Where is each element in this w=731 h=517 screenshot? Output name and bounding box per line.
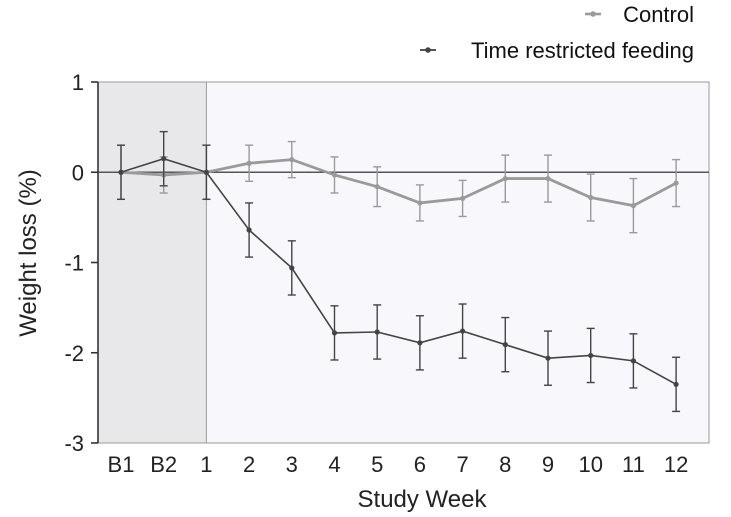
data-point (203, 169, 209, 175)
data-point (417, 340, 423, 346)
data-point (374, 329, 380, 335)
y-tick-label: -3 (64, 431, 84, 456)
legend-entry-label: Time restricted feeding (471, 38, 694, 63)
x-tick-label: 1 (200, 452, 212, 477)
data-point (246, 227, 252, 233)
legend-swatch-marker (425, 47, 431, 53)
x-tick-label: 12 (664, 452, 688, 477)
data-point (502, 342, 508, 348)
data-point (331, 172, 338, 178)
x-tick-label: 10 (578, 452, 602, 477)
x-tick-label: 6 (414, 452, 426, 477)
data-point (289, 157, 295, 163)
data-point (588, 194, 594, 201)
data-point (118, 169, 124, 175)
x-tick-label: 3 (286, 452, 298, 477)
data-point (630, 203, 637, 209)
data-point (545, 355, 551, 361)
x-tick-label: 2 (243, 452, 255, 477)
legend-swatch-marker (590, 11, 596, 17)
x-tick-label: 5 (371, 452, 383, 477)
data-point (460, 195, 466, 202)
baseline-shaded-region (98, 82, 207, 443)
data-point (673, 381, 679, 387)
series-line (120, 158, 677, 208)
data-point (374, 184, 380, 190)
data-point (289, 265, 295, 271)
data-point (673, 180, 679, 186)
y-tick-label: 1 (72, 70, 84, 95)
x-tick-label: B1 (108, 452, 135, 477)
x-tick-label: 7 (456, 452, 468, 477)
y-axis-ticks: 1 0 -1 -2 -3 (64, 70, 98, 456)
x-tick-label: 9 (542, 452, 554, 477)
legend: Control Time restricted feeding (420, 2, 694, 63)
data-point (246, 160, 252, 166)
data-point (502, 175, 508, 182)
x-tick-label: B2 (150, 452, 177, 477)
x-tick-label: 8 (499, 452, 511, 477)
x-tick-label: 11 (622, 452, 645, 477)
data-point (460, 328, 466, 334)
data-point (630, 358, 637, 364)
data-point (417, 200, 423, 206)
y-tick-label: -2 (64, 341, 84, 366)
series-line (120, 157, 677, 386)
y-tick-label: 0 (72, 160, 84, 185)
series-layer (117, 130, 681, 413)
legend-entry-label: Control (623, 2, 694, 27)
x-axis-ticks: B1 B2 1 2 3 4 5 6 7 8 9 10 11 12 (108, 452, 689, 477)
x-tick-label: 4 (328, 452, 340, 477)
y-tick-label: -1 (64, 251, 84, 276)
data-point (161, 156, 167, 162)
series-1 (117, 130, 681, 413)
data-point (545, 175, 551, 182)
x-axis-label: Study Week (358, 486, 488, 513)
y-axis-label: Weight loss (%) (15, 169, 42, 337)
data-point (331, 330, 338, 336)
data-point (588, 352, 594, 359)
